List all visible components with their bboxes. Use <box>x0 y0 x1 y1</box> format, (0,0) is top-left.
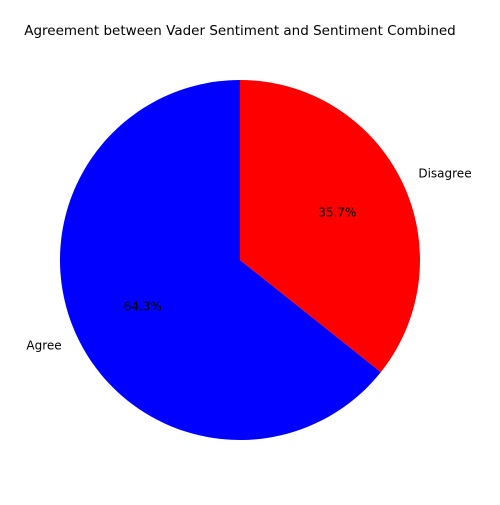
slice-percent-agree: 64.3% <box>124 299 162 313</box>
chart-title: Agreement between Vader Sentiment and Se… <box>24 23 456 39</box>
pie-slices <box>60 80 420 440</box>
slice-label-disagree: Disagree <box>418 167 471 181</box>
slice-label-agree: Agree <box>26 338 61 352</box>
slice-percent-disagree: 35.7% <box>318 206 356 220</box>
